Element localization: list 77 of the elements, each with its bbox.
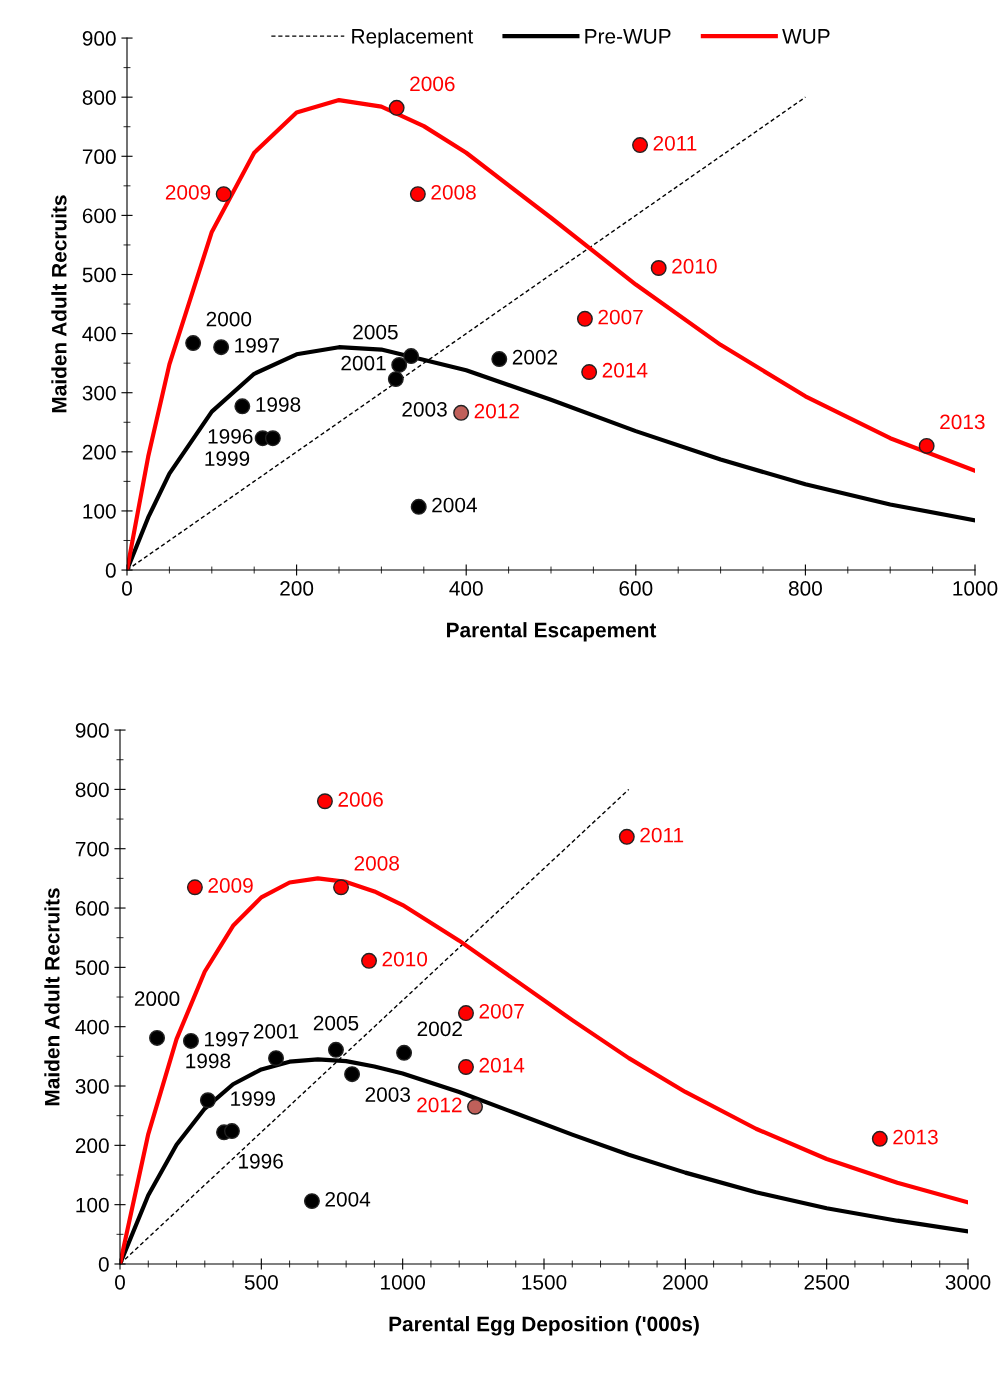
annotation: 2000: [134, 991, 180, 1007]
annotation: 2011: [653, 135, 697, 151]
annotation: 2002: [417, 1021, 462, 1037]
annotation: 2007: [598, 309, 643, 325]
y-axis-title: Maiden Adult Recruits: [44, 888, 60, 1106]
x-axis-title: Parental Egg Deposition ('000s): [389, 1316, 699, 1336]
annotation: 2001: [341, 355, 386, 371]
y-tick-label: 200: [82, 444, 116, 460]
y-tick-label: 100: [76, 1197, 109, 1213]
annotation: 2014: [479, 1057, 525, 1073]
y-tick-label: 500: [75, 960, 109, 976]
annotation: 2002: [512, 349, 558, 365]
y-tick-label: 400: [75, 1019, 109, 1035]
annotation: 2012: [417, 1097, 462, 1113]
y-tick-label: 400: [82, 326, 116, 342]
y-tick-label: 500: [82, 267, 116, 283]
annotation: 1997: [205, 1031, 249, 1047]
annotation: 2005: [313, 1015, 359, 1031]
y-tick-label: 900: [75, 723, 109, 738]
annotation: 2004: [325, 1191, 371, 1207]
annotation: 2001: [253, 1023, 299, 1039]
annotation: 1999: [231, 1091, 275, 1106]
x-tick-label: 400: [449, 581, 483, 596]
annotation: 2008: [354, 855, 399, 871]
y-tick-label: 600: [75, 901, 109, 916]
x-tick-label: 500: [244, 1274, 278, 1290]
legend-label: Pre-WUP: [585, 29, 671, 44]
annotation: 1996: [208, 429, 253, 444]
annotation: 2013: [940, 414, 985, 430]
x-tick-label: 800: [788, 581, 822, 596]
annotation: 1998: [186, 1053, 231, 1069]
y-tick-label: 100: [83, 503, 116, 519]
x-tick-label: 3000: [945, 1274, 991, 1290]
y-tick-label: 0: [98, 1256, 109, 1272]
y-tick-label: 300: [82, 385, 116, 401]
annotation: 2006: [338, 792, 383, 807]
x-tick-label: 1500: [522, 1274, 567, 1290]
x-tick-label: 1000: [381, 1274, 426, 1290]
x-axis-title: Parental Escapement: [447, 622, 657, 642]
annotation: 2013: [893, 1129, 938, 1145]
annotation: 2007: [479, 1003, 524, 1019]
annotation: 1998: [256, 397, 301, 412]
annotation: 2003: [365, 1087, 410, 1102]
annotation: 2009: [208, 878, 253, 893]
x-tick-label: 200: [280, 581, 314, 596]
y-tick-label: 800: [82, 90, 116, 105]
annotation: 2004: [432, 497, 477, 513]
x-tick-label: 2000: [663, 1274, 708, 1290]
y-tick-label: 700: [82, 149, 116, 165]
annotation: 2010: [672, 258, 717, 274]
annotation: 1999: [205, 451, 250, 467]
annotation: 2014: [602, 362, 648, 378]
legend-label: WUP: [782, 29, 830, 44]
x-tick-label: 1000: [953, 581, 998, 596]
y-tick-label: 600: [82, 208, 116, 224]
annotation: 2012: [474, 403, 519, 419]
y-axis-title: Maiden Adult Recruits: [51, 195, 67, 413]
x-tick-label: 600: [619, 581, 653, 596]
annotation: 2006: [410, 76, 455, 92]
annotation: 1996: [239, 1153, 283, 1169]
annotation: 2010: [382, 951, 428, 967]
annotation: 2011: [640, 827, 684, 843]
x-tick-label: 2500: [804, 1274, 850, 1290]
y-tick-label: 900: [82, 31, 116, 46]
annotation: 2005: [353, 324, 398, 340]
y-tick-label: 800: [75, 782, 109, 798]
annotation: 1997: [235, 338, 279, 353]
annotation: 2008: [431, 184, 476, 200]
y-tick-label: 300: [75, 1079, 109, 1094]
annotation: 2000: [206, 311, 252, 327]
y-tick-label: 0: [105, 563, 116, 578]
annotation: 2009: [165, 184, 211, 200]
x-tick-label: 0: [122, 581, 132, 596]
y-tick-label: 700: [75, 841, 109, 857]
annotation: 2003: [402, 401, 447, 417]
legend-label: Replacement: [352, 28, 474, 48]
y-tick-label: 200: [75, 1138, 109, 1154]
